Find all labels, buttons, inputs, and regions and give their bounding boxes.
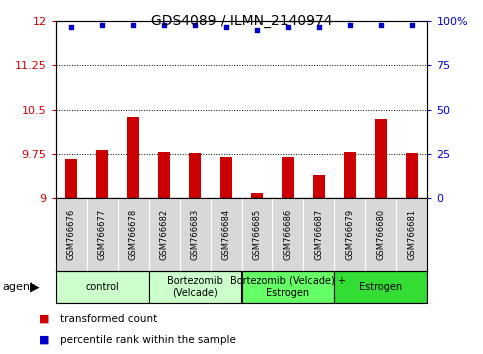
Text: GDS4089 / ILMN_2140974: GDS4089 / ILMN_2140974 — [151, 14, 332, 28]
Point — [284, 24, 292, 29]
Text: GSM766679: GSM766679 — [345, 209, 355, 260]
Bar — [65, 159, 77, 198]
Text: percentile rank within the sample: percentile rank within the sample — [60, 335, 236, 345]
Bar — [56, 271, 149, 303]
Point — [222, 24, 230, 29]
Bar — [344, 152, 356, 198]
Text: Estrogen: Estrogen — [359, 282, 402, 292]
Bar — [149, 271, 242, 303]
Text: GSM766687: GSM766687 — [314, 209, 324, 260]
Text: Bortezomib (Velcade) +
Estrogen: Bortezomib (Velcade) + Estrogen — [230, 276, 346, 298]
Text: agent: agent — [2, 282, 35, 292]
Point — [160, 22, 168, 28]
Bar — [96, 150, 108, 198]
Bar — [406, 153, 418, 198]
Bar — [251, 193, 263, 198]
Bar — [313, 175, 325, 198]
Text: transformed count: transformed count — [60, 314, 157, 324]
Text: GSM766685: GSM766685 — [253, 209, 261, 260]
Text: Bortezomib
(Velcade): Bortezomib (Velcade) — [167, 276, 223, 298]
Text: ▶: ▶ — [30, 280, 40, 293]
Bar — [282, 157, 294, 198]
Text: GSM766684: GSM766684 — [222, 209, 230, 260]
Bar — [189, 153, 201, 198]
Text: GSM766681: GSM766681 — [408, 209, 416, 260]
Text: ■: ■ — [39, 314, 49, 324]
Bar — [220, 157, 232, 198]
Text: ■: ■ — [39, 335, 49, 345]
Point — [346, 22, 354, 28]
Text: GSM766677: GSM766677 — [98, 209, 107, 260]
Bar — [375, 119, 387, 198]
Point — [191, 22, 199, 28]
Text: GSM766686: GSM766686 — [284, 209, 293, 260]
Text: control: control — [85, 282, 119, 292]
Text: GSM766678: GSM766678 — [128, 209, 138, 260]
Point — [129, 22, 137, 28]
Text: GSM766683: GSM766683 — [190, 209, 199, 260]
Text: GSM766680: GSM766680 — [376, 209, 385, 260]
Point — [315, 24, 323, 29]
Text: GSM766676: GSM766676 — [67, 209, 75, 260]
Bar — [242, 271, 334, 303]
Bar — [158, 152, 170, 198]
Bar — [334, 271, 427, 303]
Point — [98, 22, 106, 28]
Point — [408, 22, 416, 28]
Point — [377, 22, 385, 28]
Point — [253, 27, 261, 33]
Point — [67, 24, 75, 29]
Text: GSM766682: GSM766682 — [159, 209, 169, 260]
Bar — [127, 117, 139, 198]
